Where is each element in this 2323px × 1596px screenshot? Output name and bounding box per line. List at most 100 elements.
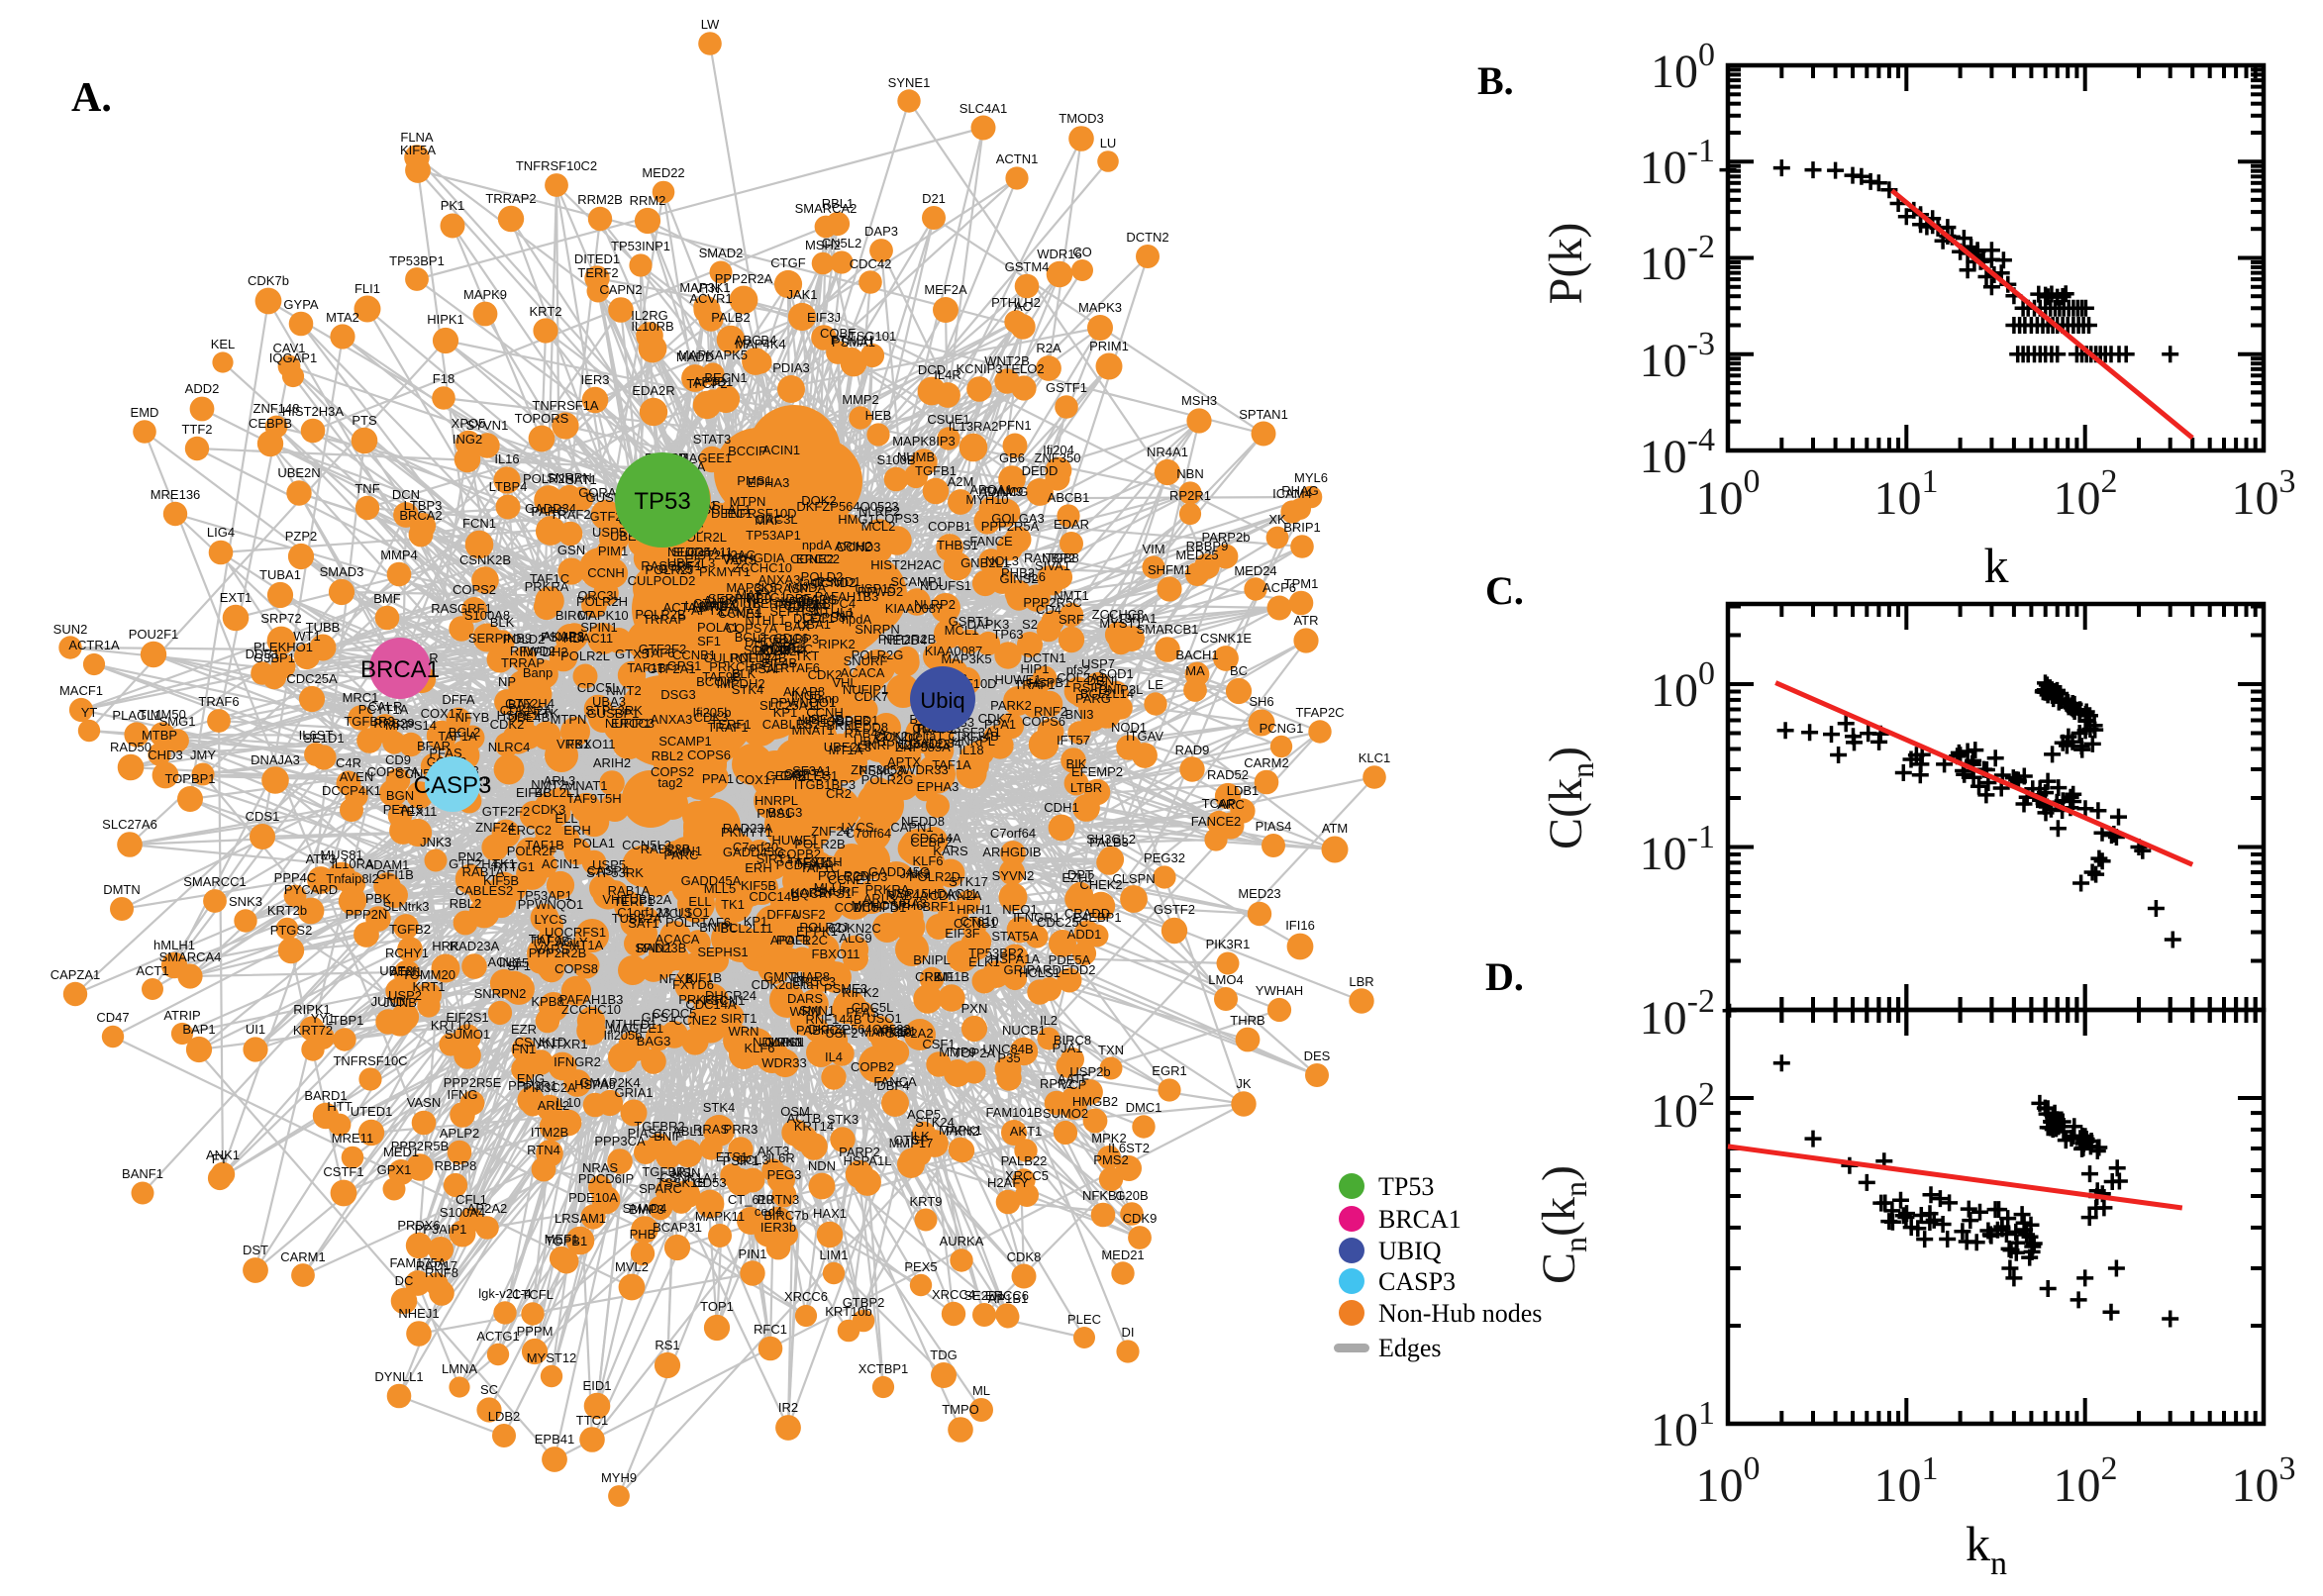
svg-text:IFI16: IFI16 — [1285, 918, 1315, 933]
svg-text:KEL: KEL — [211, 337, 236, 351]
svg-text:MAPK11: MAPK11 — [695, 1209, 745, 1224]
svg-text:SPTAN1: SPTAN1 — [1239, 407, 1288, 422]
svg-text:PFN1: PFN1 — [998, 418, 1031, 433]
svg-text:ACTB: ACTB — [787, 1111, 822, 1126]
svg-text:USP5: USP5 — [592, 857, 626, 872]
svg-text:EMD: EMD — [131, 405, 159, 420]
svg-text:CDC25A: CDC25A — [286, 671, 338, 686]
svg-text:CCN5L2: CCN5L2 — [622, 838, 671, 852]
svg-text:TP53BP1: TP53BP1 — [389, 253, 445, 268]
svg-text:TOP2A: TOP2A — [954, 1046, 996, 1060]
svg-text:MAPK8IP3: MAPK8IP3 — [892, 434, 956, 449]
svg-text:COPS8: COPS8 — [555, 961, 598, 976]
svg-text:D21: D21 — [922, 191, 946, 206]
svg-text:SPIN1: SPIN1 — [580, 620, 618, 635]
svg-text:YWHAH: YWHAH — [1256, 983, 1303, 998]
svg-text:NR4A1: NR4A1 — [1147, 445, 1188, 459]
svg-text:RIPK2: RIPK2 — [818, 637, 856, 651]
svg-text:LMO4: LMO4 — [1208, 972, 1243, 987]
svg-text:RASGRF1: RASGRF1 — [641, 558, 701, 573]
svg-text:DAP3: DAP3 — [864, 224, 898, 239]
svg-text:STAT5A: STAT5A — [991, 929, 1039, 944]
svg-text:NDUFS1: NDUFS1 — [753, 1035, 804, 1049]
svg-text:CCND3: CCND3 — [844, 869, 888, 884]
svg-text:DSG3: DSG3 — [660, 687, 695, 702]
svg-text:RBL1: RBL1 — [822, 196, 855, 211]
svg-text:IER3: IER3 — [581, 372, 610, 387]
svg-text:ARL2: ARL2 — [538, 1098, 570, 1113]
svg-text:SMG1: SMG1 — [159, 714, 196, 729]
svg-text:KRT9: KRT9 — [910, 1194, 943, 1209]
svg-text:CAPZA1: CAPZA1 — [50, 967, 101, 982]
svg-text:SMAD4: SMAD4 — [623, 1201, 667, 1216]
svg-text:ACLY: ACLY — [488, 954, 521, 969]
svg-text:MAPK3: MAPK3 — [1078, 300, 1122, 315]
svg-text:ATRIP: ATRIP — [163, 1008, 200, 1023]
svg-text:NMT1: NMT1 — [1054, 588, 1088, 603]
svg-text:C.: C. — [1485, 568, 1524, 613]
svg-text:CO: CO — [1072, 245, 1092, 259]
svg-text:FLI1: FLI1 — [354, 281, 380, 296]
svg-text:CCNH: CCNH — [587, 565, 625, 580]
svg-text:POLR2H: POLR2H — [576, 594, 628, 609]
svg-text:R2A: R2A — [1036, 341, 1061, 355]
svg-text:JK: JK — [1236, 1076, 1252, 1091]
svg-text:DNAJA3: DNAJA3 — [251, 752, 300, 767]
svg-text:SYNE1: SYNE1 — [888, 75, 931, 90]
svg-text:PKN2: PKN2 — [946, 1124, 979, 1139]
svg-text:TMOD3: TMOD3 — [1059, 111, 1104, 126]
svg-text:PALB2: PALB2 — [711, 310, 751, 325]
svg-text:TGFB1: TGFB1 — [915, 463, 957, 478]
svg-text:TOPBP1: TOPBP1 — [164, 771, 215, 786]
svg-text:IR2: IR2 — [778, 1400, 798, 1415]
svg-text:RTN4: RTN4 — [527, 1143, 560, 1157]
svg-text:PDE10A: PDE10A — [568, 1190, 618, 1205]
svg-text:PLAGL1: PLAGL1 — [112, 708, 160, 723]
svg-text:S100A4: S100A4 — [440, 1205, 485, 1220]
svg-text:RBBP8: RBBP8 — [435, 1158, 477, 1173]
svg-text:UBE2N: UBE2N — [277, 465, 320, 480]
svg-text:EDA2R: EDA2R — [632, 383, 674, 398]
svg-text:MED24: MED24 — [1234, 563, 1276, 578]
svg-text:BARD1: BARD1 — [304, 1088, 347, 1103]
svg-text:ABL1: ABL1 — [672, 1124, 704, 1139]
svg-text:UBE2L3: UBE2L3 — [824, 740, 871, 754]
svg-text:KIF5B: KIF5B — [741, 878, 776, 893]
svg-text:ERH: ERH — [563, 823, 590, 838]
svg-text:UI1: UI1 — [246, 1022, 265, 1037]
svg-text:NDUFS1: NDUFS1 — [920, 578, 971, 593]
svg-text:EPHA3: EPHA3 — [748, 475, 790, 490]
svg-text:CD4: CD4 — [1036, 602, 1061, 617]
svg-text:PALB3: PALB3 — [1089, 835, 1129, 849]
svg-text:PPP3R1: PPP3R1 — [508, 1078, 557, 1093]
svg-text:TNF: TNF — [354, 481, 379, 496]
svg-text:TP53: TP53 — [1378, 1172, 1434, 1201]
svg-text:DMC1: DMC1 — [1126, 1100, 1162, 1115]
svg-text:MA: MA — [1185, 663, 1205, 678]
svg-text:Ifi204: Ifi204 — [1043, 443, 1074, 457]
svg-text:CTGF: CTGF — [770, 255, 805, 270]
svg-text:PPWNQO1: PPWNQO1 — [518, 897, 583, 912]
svg-text:HEB: HEB — [865, 408, 892, 423]
svg-text:SCAMP1: SCAMP1 — [658, 734, 711, 748]
svg-text:TDG: TDG — [930, 1347, 957, 1362]
svg-text:CD47: CD47 — [96, 1010, 129, 1025]
svg-text:PSMC3: PSMC3 — [859, 763, 904, 778]
svg-text:MYH10: MYH10 — [965, 492, 1008, 507]
svg-text:PIM1: PIM1 — [598, 544, 628, 558]
svg-text:PKMYT1: PKMYT1 — [721, 825, 772, 840]
svg-text:IQGAP1: IQGAP1 — [269, 350, 317, 365]
svg-text:UBIQ: UBIQ — [1378, 1237, 1442, 1265]
svg-text:BNI3: BNI3 — [1065, 707, 1094, 722]
svg-text:PPPM: PPPM — [517, 1324, 554, 1339]
svg-text:MED21: MED21 — [1101, 1247, 1144, 1262]
svg-text:PN2: PN2 — [457, 849, 482, 864]
svg-text:SMN1: SMN1 — [666, 844, 702, 858]
svg-text:TXN: TXN — [1098, 1043, 1124, 1057]
svg-text:GSTM4: GSTM4 — [1005, 259, 1050, 274]
svg-text:FY: FY — [212, 1151, 229, 1166]
svg-text:FCN1: FCN1 — [462, 516, 496, 531]
svg-text:TNFRSF10C: TNFRSF10C — [333, 1053, 407, 1068]
svg-text:PALB22: PALB22 — [1001, 1153, 1048, 1168]
svg-text:CDH1: CDH1 — [1044, 800, 1078, 815]
